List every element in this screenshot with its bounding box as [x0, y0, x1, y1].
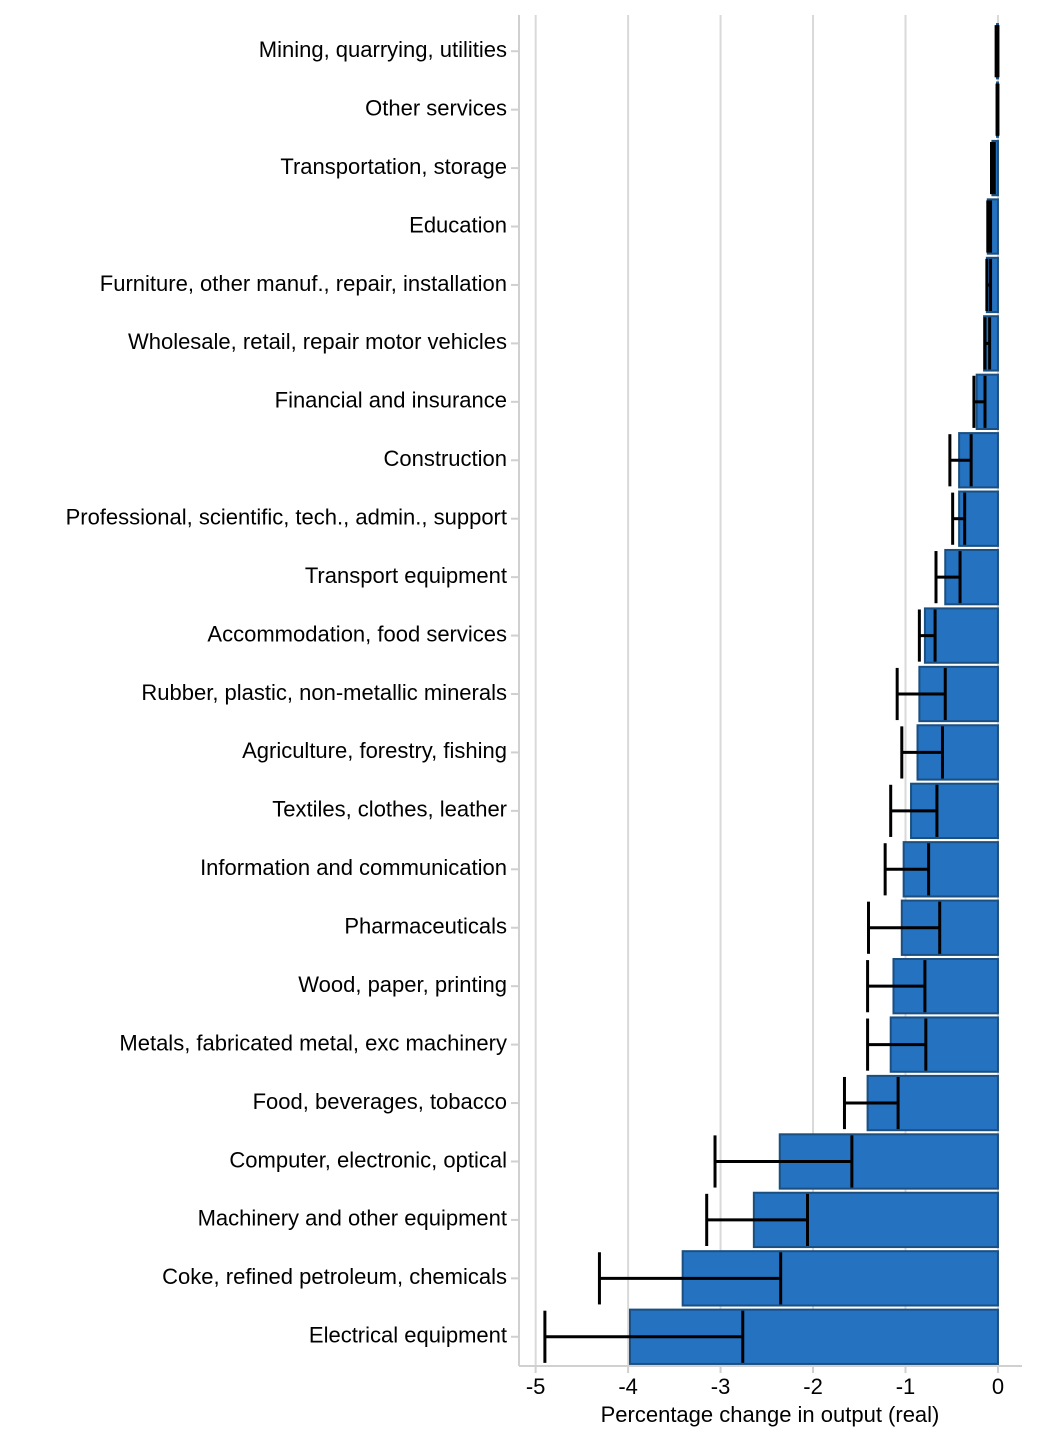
- y-tick-label: Financial and insurance: [275, 388, 507, 413]
- bar: [923, 607, 999, 664]
- y-tick-label: Coke, refined petroleum, chemicals: [162, 1264, 507, 1289]
- y-tick-label: Professional, scientific, tech., admin.,…: [66, 505, 507, 530]
- bar: [628, 1308, 999, 1365]
- y-tick-label: Wholesale, retail, repair motor vehicles: [128, 329, 507, 354]
- y-tick-label: Furniture, other manuf., repair, install…: [100, 271, 507, 296]
- y-tick-label: Mining, quarrying, utilities: [259, 37, 507, 62]
- y-tick-label: Rubber, plastic, non-metallic minerals: [141, 680, 507, 705]
- y-tick-label: Other services: [365, 95, 507, 120]
- x-tick-label: -3: [711, 1374, 731, 1399]
- y-tick-label: Agriculture, forestry, fishing: [242, 738, 507, 763]
- x-tick-label: -5: [526, 1374, 546, 1399]
- bar: [752, 1191, 999, 1249]
- x-tick-label: -1: [896, 1374, 916, 1399]
- y-tick-label: Construction: [383, 446, 507, 471]
- x-tick-label: -2: [803, 1374, 823, 1399]
- x-tick-label: 0: [992, 1374, 1004, 1399]
- y-tick-label: Transportation, storage: [280, 154, 507, 179]
- y-tick-label: Pharmaceuticals: [344, 914, 507, 939]
- x-tick-label: -4: [618, 1374, 638, 1399]
- y-tick-label: Metals, fabricated metal, exc machinery: [119, 1030, 507, 1055]
- y-tick-label: Wood, paper, printing: [298, 972, 507, 997]
- x-axis-label: Percentage change in output (real): [601, 1402, 940, 1427]
- y-tick-label: Transport equipment: [305, 563, 507, 588]
- bar: [910, 782, 999, 840]
- y-tick-label: Accommodation, food services: [207, 621, 507, 646]
- y-tick-label: Education: [409, 212, 507, 237]
- bar: [778, 1133, 999, 1190]
- y-tick-label: Food, beverages, tobacco: [253, 1089, 507, 1114]
- y-tick-label: Electrical equipment: [309, 1323, 507, 1348]
- y-tick-label: Information and communication: [200, 855, 507, 880]
- y-tick-label: Machinery and other equipment: [198, 1206, 507, 1231]
- y-tick-label: Textiles, clothes, leather: [272, 797, 507, 822]
- y-tick-label: Computer, electronic, optical: [229, 1147, 507, 1172]
- bar: [958, 432, 999, 489]
